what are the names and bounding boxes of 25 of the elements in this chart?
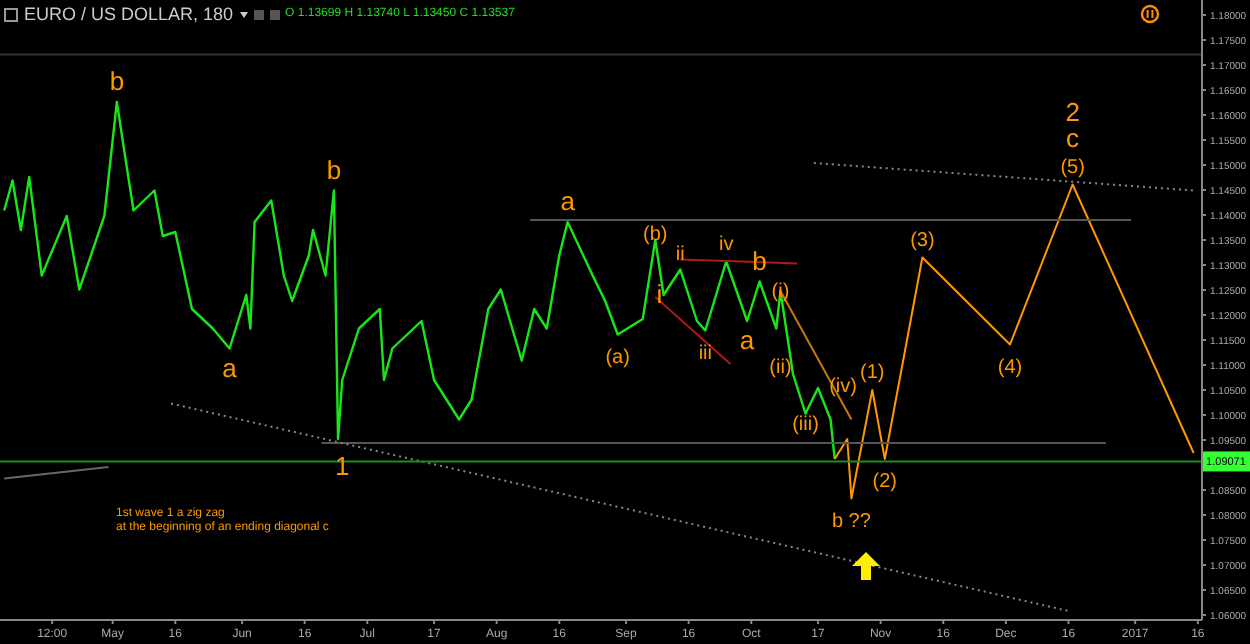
annotation: iv (718, 233, 734, 256)
annotation: (i) (771, 281, 790, 303)
annotation: c (1066, 122, 1081, 153)
annotation: b (326, 154, 342, 185)
annotation: (a) (605, 346, 630, 369)
annotation: (5) (1060, 156, 1085, 179)
chart-title: EURO / US DOLLAR, 180 (24, 4, 234, 24)
annotation: (3) (910, 229, 935, 252)
line-series (833, 183, 1195, 500)
annotation: (ii) (769, 356, 792, 379)
annotation: a (222, 352, 239, 383)
annotation: (2) (872, 471, 898, 493)
annotation: 2 (1065, 96, 1080, 127)
annotation: ii (675, 244, 685, 266)
annotation: (4) (997, 356, 1023, 379)
annotation: (1) (860, 362, 885, 384)
annotation: 1 (335, 451, 350, 481)
annotation: b ?? (831, 510, 872, 533)
annotation: i (656, 279, 663, 309)
annotation: b (109, 66, 125, 96)
annotation: a (739, 325, 756, 355)
annotation: (b) (643, 224, 668, 246)
annotation: a (560, 186, 577, 216)
annotation: (iii) (792, 413, 819, 436)
annotation: iii (698, 342, 713, 365)
